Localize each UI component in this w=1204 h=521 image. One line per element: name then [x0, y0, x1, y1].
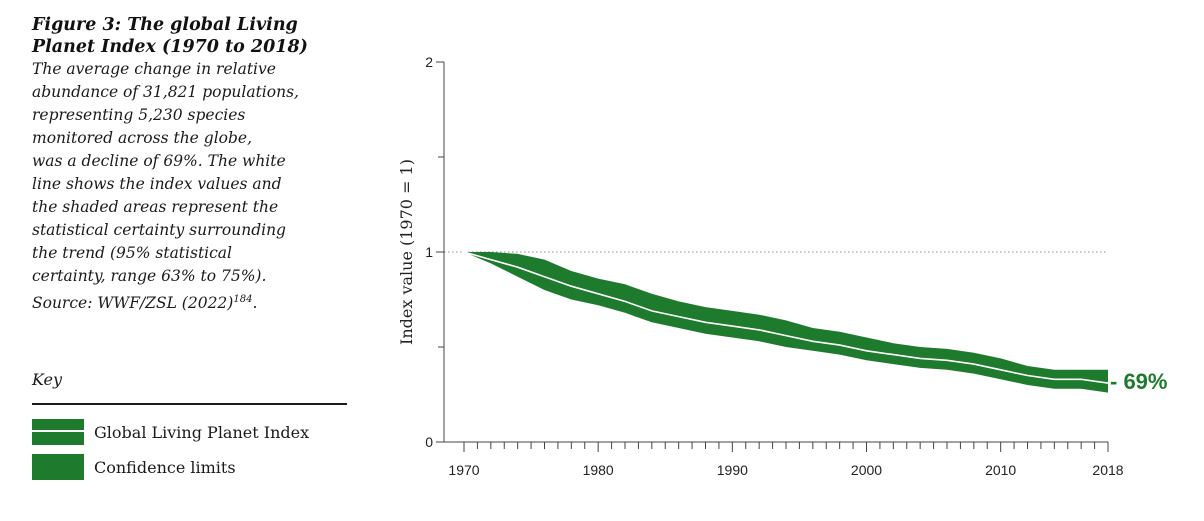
figure-caption: Figure 3: The global Living Planet Index…: [32, 14, 350, 315]
description-line: monitored across the globe,: [32, 129, 253, 147]
description-line: line shows the index values and: [32, 175, 282, 193]
key-heading: Key: [32, 370, 63, 389]
x-tick-label: 2000: [851, 462, 882, 478]
figure-description: The average change in relative abundance…: [32, 58, 350, 315]
end-change-label: - 69%: [1110, 369, 1167, 394]
x-tick-label: 2010: [985, 462, 1016, 478]
source-text: Source: WWF/ZSL (2022): [32, 294, 234, 313]
legend-item-index: Global Living Planet Index: [32, 419, 309, 445]
y-tick-label: 1: [425, 244, 433, 260]
index-line: [463, 251, 1109, 384]
source-line: Source: WWF/ZSL (2022)184.: [32, 288, 350, 315]
description-line: the shaded areas represent the: [32, 198, 279, 216]
source-end: .: [252, 294, 258, 313]
y-axis-label: Index value (1970 = 1): [397, 159, 416, 345]
living-planet-index-chart: 0 1 2 1970 1980 1990 2000 2010 2018 Index value (…: [397, 54, 1167, 478]
legend-item-confidence: Confidence limits: [32, 454, 236, 480]
y-tick-label: 0: [425, 434, 433, 450]
figure-title-line: Figure 3: The global Living: [32, 15, 298, 35]
description-line: certainty, range 63% to 75%).: [32, 267, 267, 285]
confidence-band: [464, 252, 1108, 393]
description-line: The average change in relative: [32, 60, 276, 78]
legend-swatch-confidence: [32, 454, 84, 480]
x-tick-label: 1990: [717, 462, 748, 478]
figure-title: Figure 3: The global Living Planet Index…: [32, 14, 350, 58]
description-line: abundance of 31,821 populations,: [32, 83, 299, 101]
description-line: was a decline of 69%. The white: [32, 152, 286, 170]
description-line: representing 5,230 species: [32, 106, 246, 124]
description-line: statistical certainty surrounding: [32, 221, 286, 239]
figure-title-line: Planet Index (1970 to 2018): [32, 37, 308, 57]
legend-swatch-index: [32, 419, 84, 445]
x-tick-label: 1980: [583, 462, 614, 478]
x-tick-label: 1970: [448, 462, 479, 478]
y-tick-label: 2: [425, 54, 433, 70]
source-reference: 184: [233, 294, 253, 305]
legend-label-confidence: Confidence limits: [94, 457, 236, 477]
x-tick-label: 2018: [1092, 462, 1123, 478]
key-divider: [32, 403, 347, 405]
description-line: the trend (95% statistical: [32, 244, 233, 262]
legend-label-index: Global Living Planet Index: [94, 422, 310, 442]
